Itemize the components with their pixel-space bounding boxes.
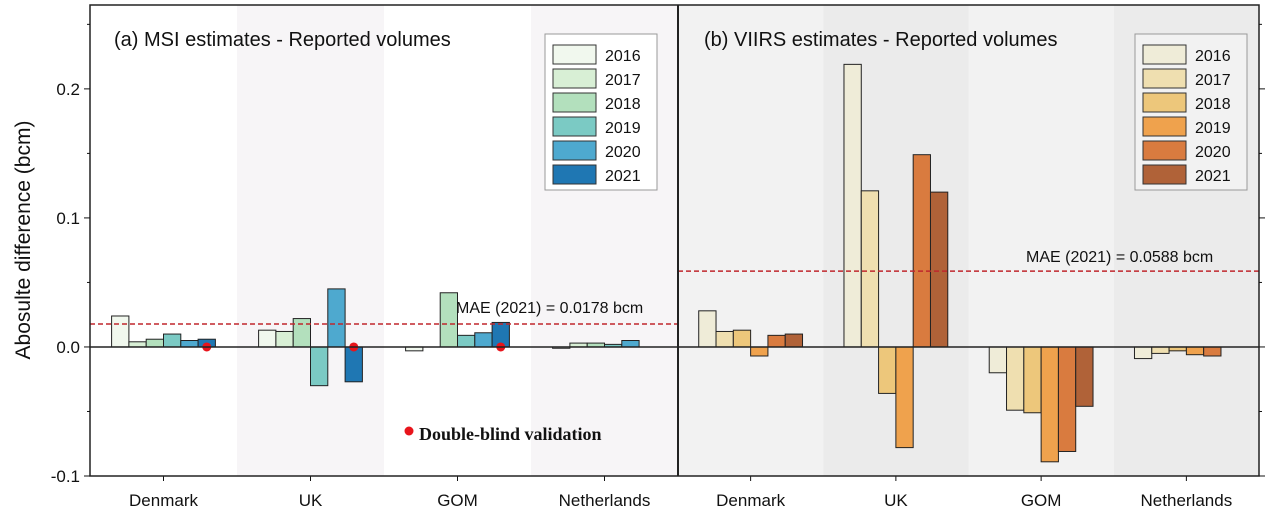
legend-label-2019: 2019	[605, 120, 641, 137]
bar-Denmark-2019	[163, 333, 182, 348]
legend-label-2020: 2020	[605, 144, 641, 161]
double-blind-legend-marker	[404, 426, 414, 436]
bar-UK-2021	[929, 191, 949, 348]
legend-label-2020: 2020	[1195, 144, 1231, 161]
legend-label-2018: 2018	[1195, 96, 1231, 113]
legend-swatch-2020	[1142, 140, 1187, 161]
bar-Denmark-2017	[128, 341, 147, 348]
x-tick-label: GOM	[1021, 491, 1062, 510]
bar-Denmark-2021	[784, 333, 804, 348]
x-tick-label: UK	[299, 491, 323, 510]
bar-Netherlands-2020	[621, 340, 640, 348]
bar-GOM-2020	[1057, 346, 1077, 452]
legend-swatch-2020	[552, 140, 597, 161]
bar-GOM-2016	[988, 346, 1008, 374]
legend-label-2016: 2016	[605, 48, 641, 65]
panel-b-title: (b) VIIRS estimates - Reported volumes	[704, 29, 1057, 51]
bar-GOM-2020	[474, 332, 493, 348]
bar-UK-2017	[860, 190, 880, 348]
x-tick-label: Denmark	[716, 491, 785, 510]
x-tick-label: UK	[884, 491, 908, 510]
legend-label-2016: 2016	[1195, 48, 1231, 65]
legend-swatch-2021	[552, 164, 597, 185]
x-tick-label: GOM	[437, 491, 478, 510]
bar-UK-2020	[327, 288, 346, 348]
x-tick-label: Netherlands	[1141, 491, 1233, 510]
bar-Denmark-2017	[715, 330, 734, 348]
panel-a-title: (a) MSI estimates - Reported volumes	[114, 29, 451, 51]
y-tick-label: 0.2	[56, 80, 80, 99]
bar-Denmark-2016	[698, 310, 717, 348]
legend-label-2021: 2021	[1195, 168, 1231, 185]
bar-Denmark-2018	[145, 338, 164, 348]
legend-swatch-2018	[552, 92, 597, 113]
legend-label-2017: 2017	[605, 72, 641, 89]
bar-UK-2016	[258, 329, 277, 348]
bar-Denmark-2020	[767, 334, 786, 348]
x-tick-label: Netherlands	[559, 491, 651, 510]
axes: Denmark UK GOM Netherlands Denmark UK GOM Nethe…	[51, 4, 1265, 510]
bar-UK-2016	[843, 63, 862, 348]
legends: 2016 2017 2018 2019 2020 2021 2016 2017 2018 2019…	[544, 33, 1248, 191]
bar-Denmark-2019	[750, 346, 769, 357]
category-band	[90, 5, 237, 476]
y-tick-label: 0.1	[56, 209, 80, 228]
bar-GOM-2018	[1023, 346, 1042, 414]
legend-swatch-2016	[552, 44, 597, 65]
legend-swatch-2018	[1142, 92, 1187, 113]
double-blind-legend-label: Double-blind validation	[419, 424, 602, 444]
bar-Netherlands-2017	[1151, 346, 1170, 354]
bar-GOM-2018	[439, 292, 459, 348]
bar-Denmark-2018	[732, 329, 752, 348]
bar-GOM-2021	[1075, 346, 1094, 407]
bar-Netherlands-2020	[1203, 346, 1222, 357]
y-tick-label: -0.1	[51, 467, 80, 486]
category-band	[237, 5, 384, 476]
bar-UK-2018	[292, 318, 312, 348]
bar-UK-2020	[912, 154, 931, 348]
legend-swatch-2021	[1142, 164, 1187, 185]
legend-swatch-2019	[552, 116, 597, 137]
bar-UK-2017	[275, 330, 294, 348]
bar-GOM-2017	[1006, 346, 1025, 411]
mae-label-a: MAE (2021) = 0.0178 bcm	[456, 300, 643, 317]
x-tick-label: Denmark	[129, 491, 198, 510]
bar-Denmark-2020	[180, 340, 199, 348]
legend-label-2018: 2018	[605, 96, 641, 113]
bar-UK-2019	[895, 346, 914, 449]
y-axis-label: Abosulte difference (bcm)	[12, 121, 35, 360]
legend-label-2017: 2017	[1195, 72, 1231, 89]
category-band	[384, 5, 531, 476]
y-tick-label: 0.0	[56, 338, 80, 357]
bar-UK-2021	[344, 346, 363, 383]
mae-label-b: MAE (2021) = 0.0588 bcm	[1026, 249, 1213, 266]
legend-swatch-2017	[552, 68, 597, 89]
legend-label-2021: 2021	[605, 168, 641, 185]
legend-swatch-2016	[1142, 44, 1187, 65]
legend-swatch-2019	[1142, 116, 1187, 137]
legend-swatch-2017	[1142, 68, 1187, 89]
bar-UK-2019	[310, 346, 329, 387]
bar-Netherlands-2016	[1133, 346, 1153, 360]
bar-UK-2018	[878, 346, 897, 394]
bar-Netherlands-2019	[1185, 346, 1205, 356]
legend-label-2019: 2019	[1195, 120, 1231, 137]
bar-Denmark-2016	[111, 315, 130, 348]
category-band	[678, 5, 824, 476]
bar-GOM-2019	[1040, 346, 1059, 463]
bar-GOM-2019	[457, 334, 476, 348]
plot-frame	[89, 4, 1260, 477]
